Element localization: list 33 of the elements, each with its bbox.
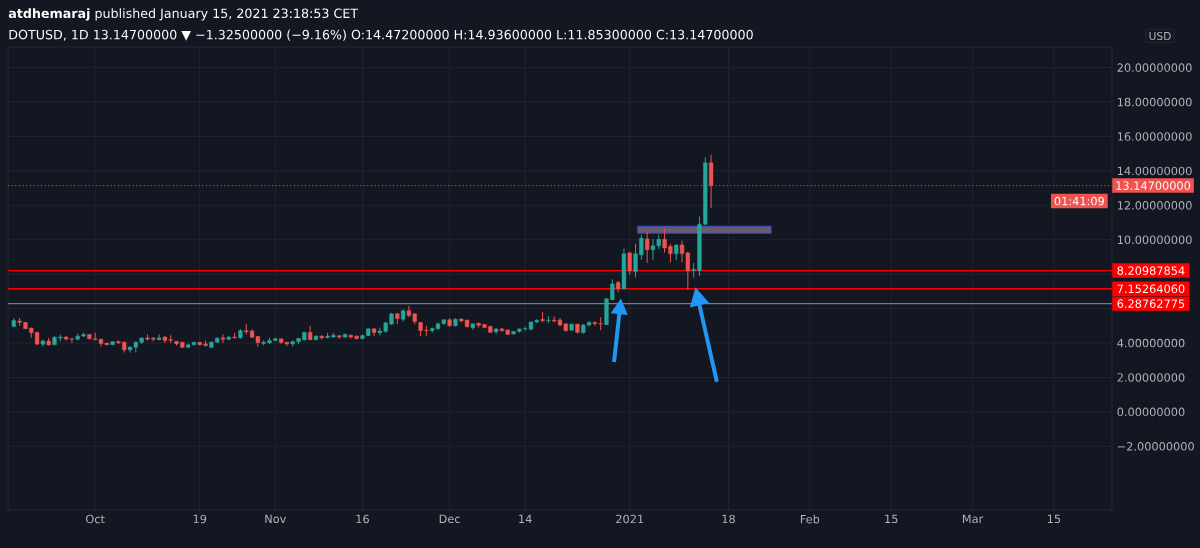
candlestick	[645, 231, 650, 264]
x-tick-label: Oct	[86, 514, 105, 524]
y-tick-label: 10.00000000	[1117, 235, 1192, 245]
ref-line-label: 6.28762775	[1117, 299, 1185, 308]
y-tick-label: 2.00000000	[1117, 373, 1185, 382]
ref-line-label: 8.20987854	[1117, 266, 1185, 275]
x-tick-label: 15	[885, 514, 898, 524]
x-tick-label: 18	[722, 514, 735, 524]
x-tick-label: 15	[1047, 514, 1061, 524]
x-tick-label: Dec	[439, 514, 460, 524]
x-tick-label: 16	[356, 514, 369, 524]
candlestick	[156, 333, 162, 341]
y-tick-label: 0.00000000	[1117, 407, 1185, 417]
annotation: 01:41:09	[1054, 196, 1104, 206]
x-tick-label: 19	[193, 514, 207, 524]
x-tick-label: Mar	[962, 514, 984, 524]
x-tick-label: 14	[519, 514, 532, 523]
x-tick-label: Feb	[800, 514, 820, 524]
x-tick-label: 2021	[616, 514, 644, 524]
chart-subtitle: DOTUSD, 1D 13.14700000 ▼ −1.32500000 (−9.16%) O:14.47200000 H:14.93600000 L:11.85300000 C:13.14700000	[9, 29, 753, 41]
y-axis-title: USD	[1149, 31, 1171, 41]
y-tick-label: 20.00000000	[1117, 63, 1192, 72]
y-tick-label: 18.00000000	[1117, 97, 1192, 107]
chart-title: atdhemaraj published January 15, 2021 23:18:53 CET	[8, 8, 359, 21]
ref-line-label: 7.15264060	[1117, 284, 1185, 294]
candlestick	[220, 333, 226, 344]
y-tick-label: 4.00000000	[1117, 338, 1185, 348]
y-tick-label: 16.00000000	[1117, 132, 1192, 141]
y-tick-label: 14.00000000	[1117, 166, 1192, 176]
x-tick-label: Nov	[265, 514, 287, 524]
ref-line-label: 13.14700000	[1116, 181, 1191, 190]
y-tick-label: 12.00000000	[1117, 201, 1192, 210]
y-tick-label: −2.00000000	[1117, 442, 1194, 451]
